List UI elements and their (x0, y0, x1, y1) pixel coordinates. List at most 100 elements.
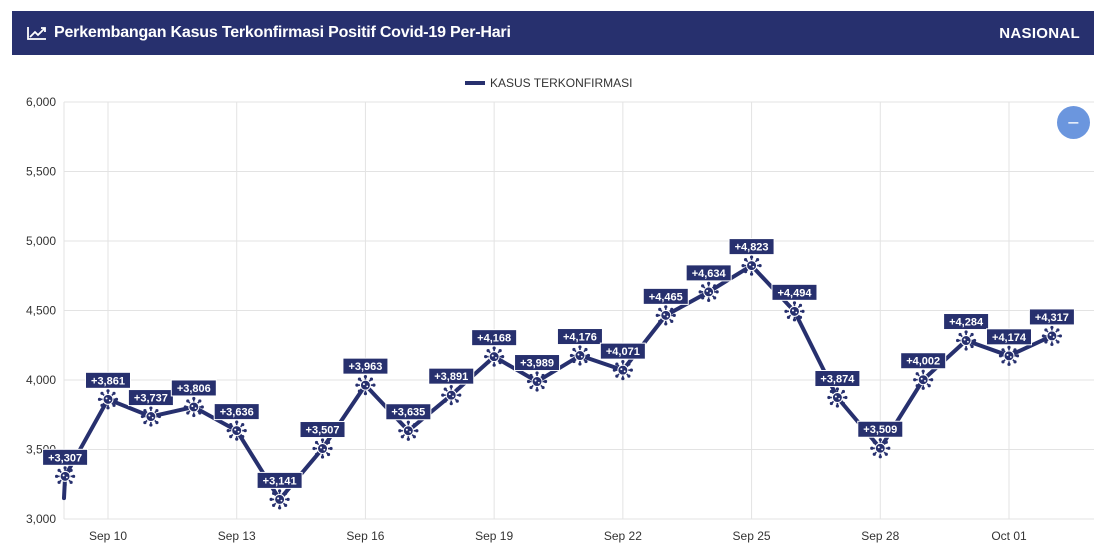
virus-spike-tip (878, 455, 882, 459)
data-point (97, 389, 119, 410)
virus-spike-tip (870, 446, 874, 450)
virus-spike-tip (586, 353, 591, 358)
virus-dot (234, 428, 237, 431)
data-point (183, 396, 204, 418)
virus-spike-tip (400, 435, 404, 439)
data-point (569, 345, 591, 366)
data-label-text: +4,465 (649, 291, 683, 303)
data-point (913, 369, 934, 390)
data-label-box (428, 367, 475, 385)
virus-spike-tip (621, 360, 625, 364)
virus-dot (706, 289, 709, 292)
data-point (398, 420, 419, 441)
virus-spike-tip (955, 338, 960, 343)
virus-body (746, 260, 758, 272)
virus-spike-tip (829, 401, 833, 406)
virus-spike-tip (844, 395, 848, 400)
virus-spike-tip (801, 309, 805, 313)
zoom-out-button[interactable]: − (1057, 106, 1090, 139)
virus-spike-tip (278, 506, 282, 510)
virus-spike-tip (398, 429, 402, 433)
data-point (355, 375, 376, 396)
data-point (312, 438, 333, 459)
virus-spike-tip (1056, 328, 1060, 332)
virus-spike-tip (112, 403, 116, 407)
virus-spike-tip (715, 290, 719, 294)
virus-dot (834, 395, 837, 398)
data-label: +4,284 (943, 313, 990, 331)
data-label: +3,891 (428, 367, 475, 385)
x-tick-label: Sep 13 (218, 529, 256, 543)
data-point (870, 438, 891, 459)
virus-spike-tip (658, 307, 662, 311)
data-label-box (42, 448, 89, 466)
virus-spike-tip (400, 423, 404, 427)
virus-spike-tip (100, 403, 104, 407)
legend-label: KASUS TERKONFIRMASI (490, 76, 632, 90)
virus-spike-tip (415, 429, 419, 433)
data-label-text: +4,176 (563, 332, 597, 344)
virus-spike-tip (269, 497, 273, 502)
virus-spike-tip (235, 437, 239, 441)
data-point (998, 345, 1020, 366)
virus-spike-tip (484, 355, 488, 359)
virus-spike-tip (970, 332, 974, 337)
virus-spike-tip (114, 397, 119, 401)
virus-spike-tip (501, 355, 505, 359)
virus-spike-tip (155, 408, 159, 413)
virus-dot (62, 474, 65, 477)
legend-swatch (465, 81, 485, 85)
virus-dot (409, 431, 412, 433)
data-label-box (857, 420, 904, 438)
virus-spike-tip (921, 369, 925, 373)
virus-body (274, 493, 286, 505)
data-label-box (728, 238, 775, 256)
data-label-text: +4,823 (735, 242, 769, 254)
virus-spike-tip (615, 374, 619, 378)
virus-spike-tip (541, 385, 545, 390)
virus-spike-tip (1001, 348, 1005, 352)
virus-spike-tip (749, 272, 754, 276)
virus-spike-tip (872, 452, 876, 456)
legend: KASUS TERKONFIRMASI (465, 76, 632, 90)
virus-spike-tip (369, 389, 374, 393)
virus-spike-tip (106, 389, 110, 393)
virus-spike-tip (998, 354, 1003, 358)
virus-body (445, 389, 457, 401)
data-label-box (299, 421, 346, 439)
data-label: +3,635 (385, 403, 432, 421)
virus-spike-tip (541, 373, 545, 378)
data-label-box (170, 379, 217, 397)
data-label-box (514, 354, 561, 372)
data-label-text: +4,634 (692, 268, 727, 280)
virus-spike-tip (798, 315, 803, 319)
data-label-text: +3,307 (48, 452, 82, 464)
virus-spike-tip (455, 399, 459, 403)
data-label-box (814, 370, 861, 388)
data-label-box (900, 352, 947, 370)
line-chart-icon (27, 27, 46, 40)
data-point (1041, 325, 1063, 347)
data-label: +4,002 (900, 352, 947, 370)
virus-spike-tip (878, 438, 882, 442)
virus-spike-tip (406, 420, 410, 424)
virus-spike-tip (200, 405, 204, 409)
virus-body (788, 305, 800, 317)
virus-spike-tip (743, 270, 748, 274)
virus-spike-tip (198, 399, 202, 403)
virus-dot (277, 497, 280, 500)
virus-spike-tip (57, 468, 61, 472)
virus-spike-tip (1013, 348, 1017, 352)
data-label: +4,823 (728, 238, 775, 256)
data-point (741, 255, 762, 276)
virus-spike-tip (486, 361, 490, 365)
virus-dot (366, 385, 369, 388)
data-label-text: +3,507 (306, 425, 340, 437)
data-label-box (556, 328, 603, 346)
virus-spike-tip (355, 383, 359, 387)
data-label: +4,176 (556, 328, 603, 346)
virus-spike-tip (97, 397, 102, 401)
virus-body (102, 393, 114, 405)
virus-spike-tip (1041, 334, 1046, 338)
virus-spike-tip (784, 309, 788, 313)
